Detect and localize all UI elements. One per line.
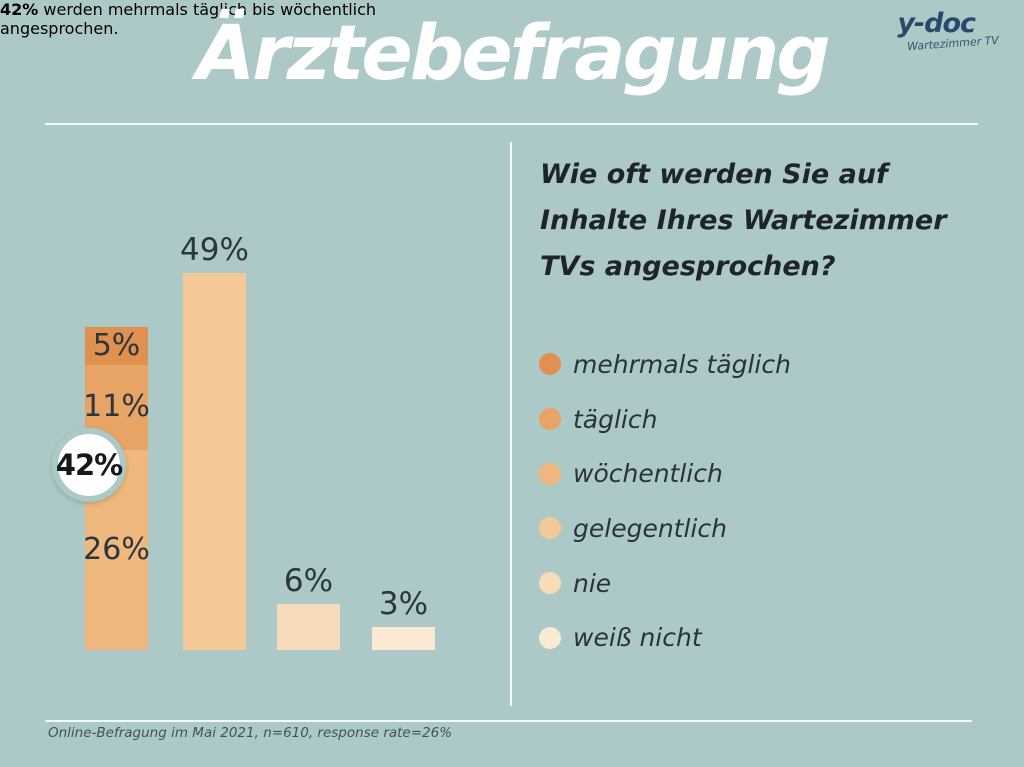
bar-rect	[277, 603, 340, 650]
legend-label: gelegentlich	[573, 513, 727, 543]
bar-segment-label: 5%	[92, 327, 141, 363]
chart-legend: mehrmals täglich täglich wöchentlich gelege…	[539, 337, 791, 665]
bar-segment-label: 11%	[83, 389, 150, 425]
vertical-divider	[510, 142, 512, 706]
bar-rect	[183, 272, 246, 650]
legend-dot-icon	[539, 353, 561, 376]
legend-item-täglich: täglich	[539, 392, 791, 447]
bar-segment-mehrmals-täglich: 5%	[85, 326, 148, 366]
legend-label: weiß nicht	[573, 623, 702, 653]
survey-question-line: Inhalte Ihres Wartezimmer	[540, 205, 947, 236]
footnote: Online-Befragung im Mai 2021, n=610, res…	[48, 725, 453, 741]
top-divider	[45, 123, 978, 125]
legend-dot-icon	[539, 517, 561, 540]
legend-item-weiß-nicht: weiß nicht	[539, 610, 791, 665]
bar-chart: 5% 11% 26% 49% 6% 3%	[83, 231, 445, 650]
legend-item-mehrmals-täglich: mehrmals täglich	[539, 337, 791, 392]
logo-wordmark: y-doc	[897, 8, 976, 39]
bar-value-label: 49%	[180, 231, 249, 268]
callout-value: 42%	[55, 448, 123, 482]
bar-rect	[372, 626, 435, 650]
bar-nie: 6%	[277, 562, 340, 650]
legend-item-nie: nie	[539, 556, 791, 611]
bar-value-label: 6%	[283, 562, 334, 599]
legend-dot-icon	[539, 408, 561, 431]
bar-value-label: 3%	[378, 585, 429, 622]
callout-badge: 42%	[52, 428, 126, 502]
legend-dot-icon	[539, 462, 561, 485]
survey-question-line: TVs angesprochen?	[540, 251, 836, 282]
bar-gelegentlich: 49%	[180, 231, 249, 650]
legend-item-gelegentlich: gelegentlich	[539, 501, 791, 556]
highlight-note-value: 42%	[0, 0, 39, 19]
ydoc-logo: y-doc Wartezimmer TV	[897, 8, 999, 53]
bar-segment-label: 26%	[83, 531, 150, 567]
legend-label: wöchentlich	[573, 459, 723, 489]
legend-label: mehrmals täglich	[573, 349, 791, 379]
survey-question-line: Wie oft werden Sie auf	[540, 159, 888, 190]
survey-question: Wie oft werden Sie auf Inhalte Ihres Wart…	[540, 152, 947, 290]
highlight-note-line2: angesprochen.	[0, 19, 119, 38]
legend-label: täglich	[573, 404, 658, 434]
legend-item-wöchentlich: wöchentlich	[539, 446, 791, 501]
legend-dot-icon	[539, 572, 561, 595]
legend-dot-icon	[539, 626, 561, 649]
page-title: Ärztebefragung	[196, 8, 830, 97]
bottom-divider	[45, 720, 972, 722]
bar-weiß-nicht: 3%	[372, 585, 435, 650]
highlight-note-line1: 42% werden mehrmals täglich bis wöchentl…	[0, 0, 377, 19]
legend-label: nie	[573, 568, 612, 598]
